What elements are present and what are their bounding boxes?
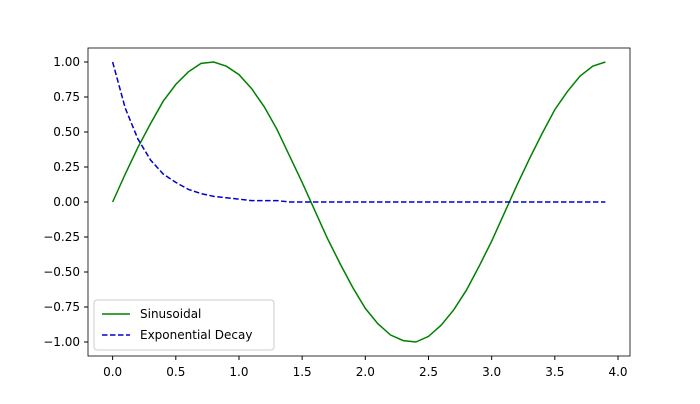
line (111, 61, 606, 203)
x-tick-label: 1.0 (229, 365, 248, 379)
y-tick-label: −1.00 (43, 335, 80, 349)
x-tick-label: 4.0 (608, 365, 627, 379)
y-tick-label: 1.00 (53, 55, 80, 69)
x-tick-label: 3.0 (482, 365, 501, 379)
y-tick-label: 0.50 (53, 125, 80, 139)
legend: Sinusoidal Exponential Decay (93, 299, 275, 351)
x-tick-label: 0.0 (103, 365, 122, 379)
y-tick-label: 0.25 (53, 160, 80, 174)
x-tick-label: 1.5 (293, 365, 312, 379)
y-tick-label: −0.50 (43, 265, 80, 279)
plot-frame (87, 47, 631, 357)
x-tick-label: 3.5 (545, 365, 564, 379)
x-tick-label: 2.0 (356, 365, 375, 379)
line (111, 61, 606, 343)
legend-label: Exponential Decay (140, 328, 252, 342)
y-tick-label: −0.75 (43, 300, 80, 314)
legend-label: Sinusoidal (140, 307, 201, 321)
legend-box (93, 299, 275, 351)
y-tick-label: −0.25 (43, 230, 80, 244)
y-tick-label: 0.00 (53, 195, 80, 209)
x-tick-label: 0.5 (166, 365, 185, 379)
x-tick-label: 2.5 (419, 365, 438, 379)
y-tick-label: 0.75 (53, 90, 80, 104)
